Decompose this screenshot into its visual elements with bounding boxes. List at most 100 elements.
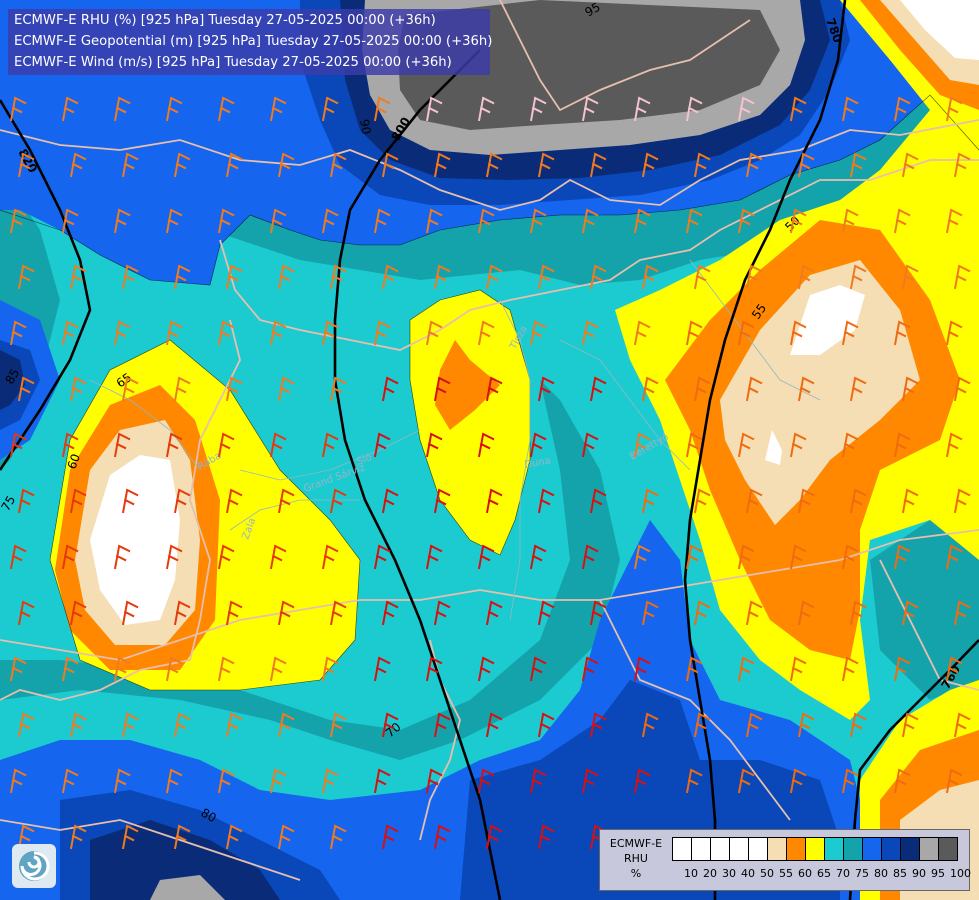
wind-barb xyxy=(841,656,859,682)
wind-barb xyxy=(113,432,131,458)
wind-barb xyxy=(17,600,35,626)
wind-barb xyxy=(165,96,183,122)
wind-barb xyxy=(433,376,451,402)
wind-barb xyxy=(321,768,339,794)
wind-barb xyxy=(121,488,139,514)
river-label-sio: Sió xyxy=(355,451,373,467)
wind-barb xyxy=(9,208,27,234)
wind-barb xyxy=(789,432,807,458)
wind-barb xyxy=(321,432,339,458)
wind-barb xyxy=(433,600,451,626)
legend-swatch xyxy=(843,837,863,861)
legend-swatch xyxy=(729,837,749,861)
wind-barb xyxy=(953,488,971,514)
wind-barb xyxy=(269,320,287,346)
wind-barb xyxy=(61,96,79,122)
wind-barb xyxy=(581,656,599,682)
wind-barb xyxy=(745,600,763,626)
wind-barb xyxy=(329,264,347,290)
title-rhu: ECMWF-E RHU (%) [925 hPa] Tuesday 27-05-… xyxy=(14,13,436,28)
wind-barb xyxy=(113,208,131,234)
wind-barb xyxy=(61,320,79,346)
wind-barb xyxy=(225,600,243,626)
wind-barb xyxy=(537,264,555,290)
legend-swatch xyxy=(786,837,806,861)
wind-barb xyxy=(641,600,659,626)
wind-barb xyxy=(477,96,495,122)
wind-barb xyxy=(61,544,79,570)
wind-barb xyxy=(17,712,35,738)
wind-barb xyxy=(225,712,243,738)
wind-barb xyxy=(537,600,555,626)
wind-barb xyxy=(797,264,815,290)
legend-swatch xyxy=(900,837,920,861)
wind-barb xyxy=(537,376,555,402)
wind-barb xyxy=(477,656,495,682)
wind-barb xyxy=(69,824,87,850)
wind-barb xyxy=(9,544,27,570)
wind-barb xyxy=(849,264,867,290)
wind-barb xyxy=(277,600,295,626)
wind-barb xyxy=(121,376,139,402)
rhu-75-zone-east xyxy=(870,500,979,700)
wind-barb xyxy=(797,488,815,514)
wind-barb xyxy=(225,152,243,178)
wind-barb xyxy=(9,320,27,346)
wind-barb xyxy=(9,96,27,122)
wind-barb xyxy=(893,320,911,346)
wind-barb xyxy=(685,656,703,682)
legend-swatch xyxy=(691,837,711,861)
wind-barb xyxy=(113,320,131,346)
wind-barb xyxy=(269,656,287,682)
wind-barb xyxy=(849,712,867,738)
wind-barb xyxy=(61,768,79,794)
wind-barb xyxy=(589,488,607,514)
wind-barb xyxy=(581,432,599,458)
wind-barb xyxy=(685,320,703,346)
wind-barb xyxy=(485,488,503,514)
wind-barb xyxy=(581,320,599,346)
wind-barb xyxy=(953,152,971,178)
rhu-50-zone-east xyxy=(790,285,865,355)
wind-barb xyxy=(277,152,295,178)
wind-barb xyxy=(841,320,859,346)
wind-barb xyxy=(425,96,443,122)
wind-barb xyxy=(277,824,295,850)
legend-swatch xyxy=(767,837,787,861)
wind-barb xyxy=(901,712,919,738)
legend-swatch xyxy=(824,837,844,861)
wind-barb xyxy=(173,600,191,626)
rhu-50-zone-west xyxy=(90,455,180,625)
legend-swatch xyxy=(805,837,825,861)
legend-model: ECMWF-E xyxy=(609,837,663,850)
wind-barb xyxy=(433,152,451,178)
wind-barb xyxy=(269,768,287,794)
wind-barb xyxy=(737,656,755,682)
wind-barb xyxy=(633,544,651,570)
wind-barb xyxy=(217,432,235,458)
wind-barb xyxy=(953,600,971,626)
wind-barb xyxy=(165,208,183,234)
wind-barb xyxy=(529,96,547,122)
wind-barb xyxy=(477,544,495,570)
wind-barb xyxy=(849,376,867,402)
wind-barb xyxy=(529,768,547,794)
wind-barb xyxy=(537,152,555,178)
wind-barb xyxy=(373,208,391,234)
rhu-65-zone-central xyxy=(410,290,530,555)
wind-barb xyxy=(953,264,971,290)
wind-barb xyxy=(61,432,79,458)
wind-barb xyxy=(485,152,503,178)
legend-title: ECMWF-E RHU % xyxy=(600,836,672,881)
wind-barb xyxy=(173,488,191,514)
legend-tick: 75 xyxy=(855,867,869,880)
wind-barb xyxy=(789,96,807,122)
wind-barb xyxy=(745,488,763,514)
wind-barb xyxy=(381,264,399,290)
legend-swatch xyxy=(672,837,692,861)
wind-barb xyxy=(849,488,867,514)
legend-tick: 50 xyxy=(760,867,774,880)
wind-barb xyxy=(113,768,131,794)
wind-barb xyxy=(17,488,35,514)
